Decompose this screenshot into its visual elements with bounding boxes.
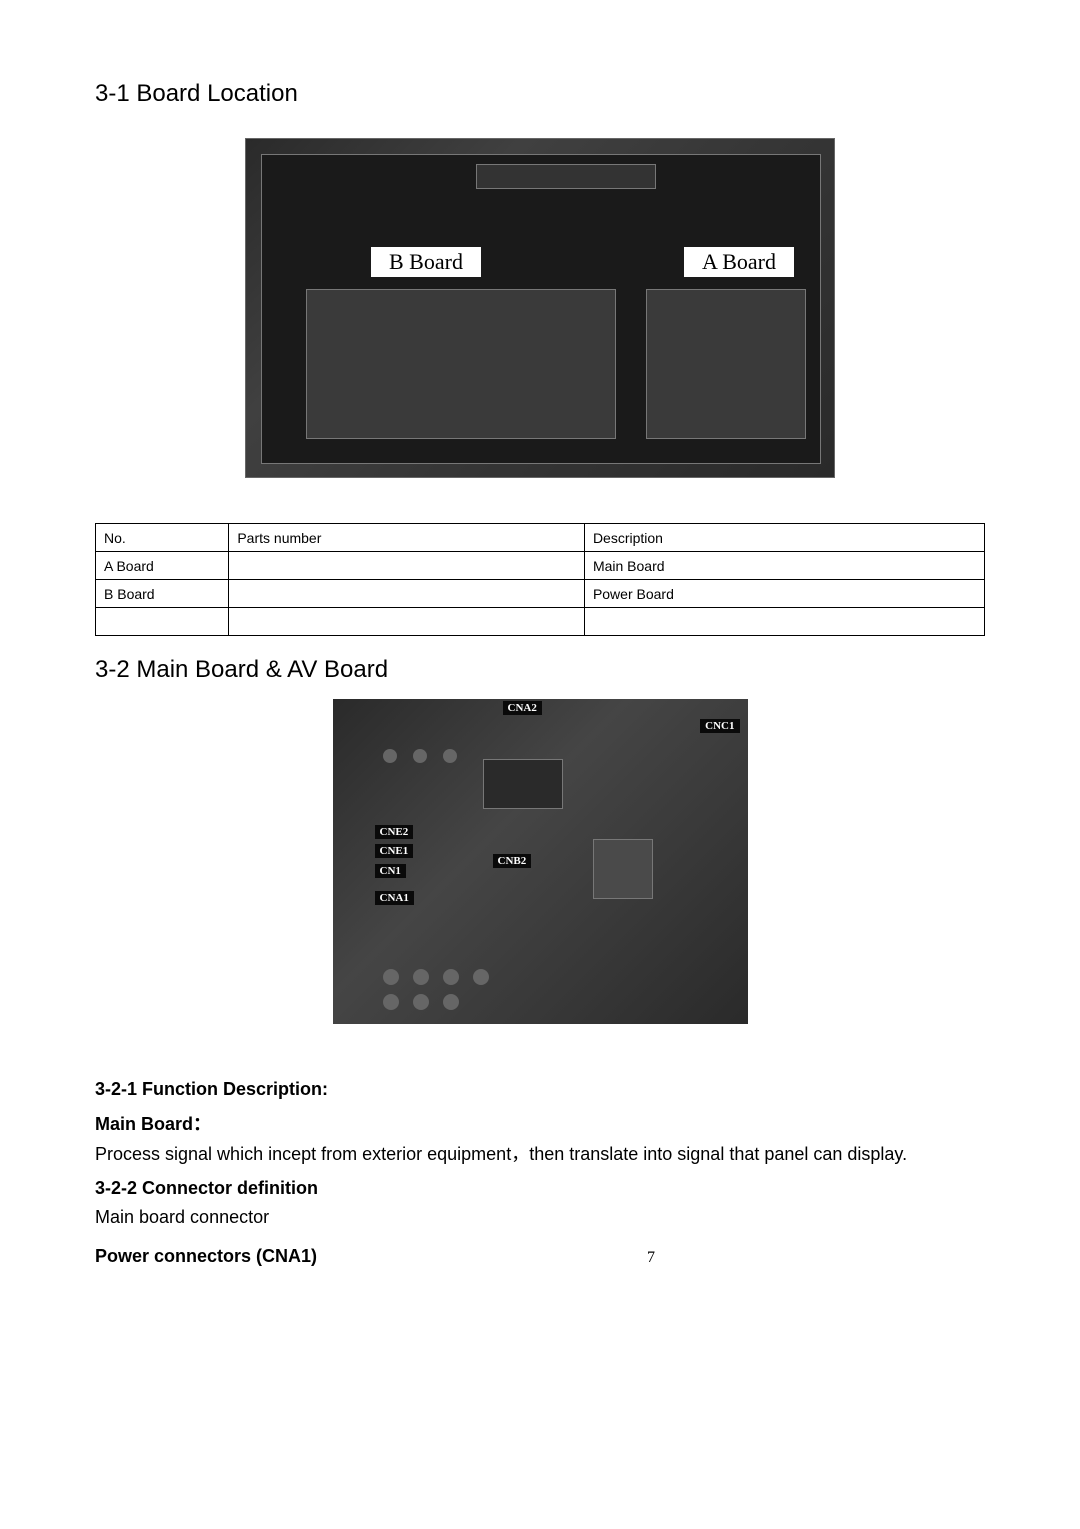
b-board-label: B Board [371,247,481,277]
mainboard-figure: CNA2 CNC1 CNE2 CNE1 CNB2 CN1 CNA1 [95,699,985,1029]
board-table: No. Parts number Description A Board Mai… [95,523,985,636]
cell-parts [229,608,585,636]
power-connectors-heading: Power connectors (CNA1) [95,1246,317,1267]
table-row: B Board Power Board [96,580,985,608]
section-heading-3-2: 3-2 Main Board & AV Board [95,656,985,684]
main-board-connector-text: Main board connector [95,1204,985,1231]
connector-label-cne1: CNE1 [375,844,414,858]
table-row [96,608,985,636]
cell-no: A Board [96,552,229,580]
cell-no [96,608,229,636]
board-location-figure: B Board A Board [95,138,985,483]
connector-label-cne2: CNE2 [375,825,414,839]
function-description-heading: 3-2-1 Function Description: [95,1079,985,1100]
table-row: A Board Main Board [96,552,985,580]
mainboard-image: CNA2 CNC1 CNE2 CNE1 CNB2 CN1 CNA1 [333,699,748,1024]
main-board-heading: Main Board： [95,1110,985,1136]
cell-desc [584,608,984,636]
cell-parts [229,552,585,580]
section-heading-3-1: 3-1 Board Location [95,80,985,108]
connector-definition-heading: 3-2-2 Connector definition [95,1178,985,1199]
cell-desc: Main Board [584,552,984,580]
cell-no: B Board [96,580,229,608]
a-board-label: A Board [684,247,794,277]
connector-label-cna2: CNA2 [503,701,542,715]
table-header-row: No. Parts number Description [96,524,985,552]
board-location-image: B Board A Board [245,138,835,478]
page-number: 7 [317,1249,985,1267]
connector-label-cnb2: CNB2 [493,854,532,868]
header-parts: Parts number [229,524,585,552]
cell-desc: Power Board [584,580,984,608]
header-desc: Description [584,524,984,552]
main-board-description: Process signal which incept from exterio… [95,1141,985,1168]
header-no: No. [96,524,229,552]
connector-label-cn1: CN1 [375,864,406,878]
connector-label-cna1: CNA1 [375,891,414,905]
cell-parts [229,580,585,608]
connector-label-cnc1: CNC1 [700,719,739,733]
